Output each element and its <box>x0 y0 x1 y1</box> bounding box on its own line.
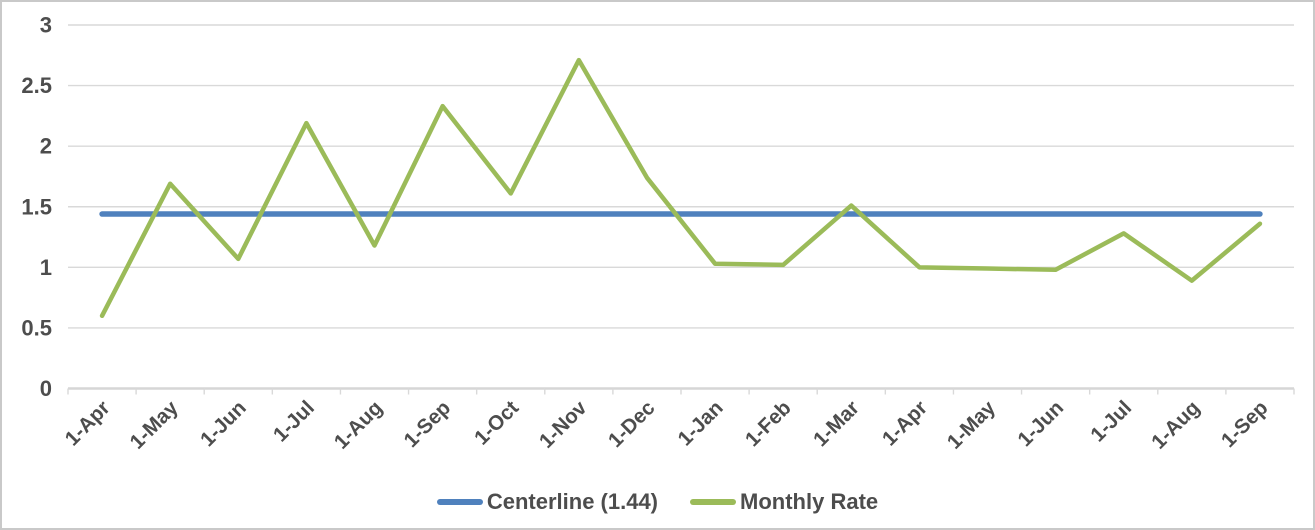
legend-item-monthly-rate: Monthly Rate <box>690 489 878 515</box>
y-tick-label: 0 <box>40 376 52 401</box>
x-tick-label: 1-Dec <box>604 396 660 452</box>
x-tick-label: 1-Jan <box>673 396 727 450</box>
monthly-rate-line <box>99 57 1263 319</box>
x-tick-label: 1-Sep <box>1217 396 1273 452</box>
monthly-rate-series <box>99 57 1263 319</box>
x-tick-label: 1-Oct <box>470 396 523 449</box>
x-tick-label: 1-Mar <box>809 396 864 451</box>
x-tick-label: 1-Jul <box>1086 396 1136 446</box>
y-tick-label: 1 <box>40 255 52 280</box>
x-tick-label: 1-Aug <box>1147 396 1204 453</box>
x-tick-label: 1-Aug <box>330 396 387 453</box>
x-tick-label: 1-Feb <box>741 396 796 451</box>
y-tick-label: 2 <box>40 134 52 159</box>
gridlines <box>68 24 1294 329</box>
y-tick-label: 1.5 <box>21 194 52 219</box>
y-tick-label: 2.5 <box>21 73 52 98</box>
x-tick-label: 1-Jul <box>269 396 319 446</box>
x-tick-label: 1-Jun <box>1013 396 1068 451</box>
x-axis-labels: 1-Apr 1-May 1-Jun 1-Jul 1-Aug 1-Sep 1-Oct 1-Nov… <box>60 396 1272 454</box>
monthly-rate-swatch <box>690 499 737 505</box>
chart-legend: Centerline (1.44) Monthly Rate <box>2 489 1313 515</box>
x-tick-label: 1-May <box>943 396 1001 454</box>
centerline-label: Centerline (1.44) <box>486 489 659 514</box>
centerline-swatch <box>436 499 483 505</box>
legend-item-centerline: Centerline (1.44) <box>436 489 659 515</box>
y-tick-label: 0.5 <box>21 315 52 340</box>
x-tick-label: 1-Apr <box>878 396 932 450</box>
monthly-rate-label: Monthly Rate <box>740 489 879 514</box>
x-tick-label: 1-Apr <box>60 396 114 450</box>
x-axis-ticks <box>67 388 1295 395</box>
x-tick-label: 1-Jun <box>196 396 251 451</box>
x-tick-label: 1-May <box>125 396 183 454</box>
y-tick-label: 3 <box>40 13 52 38</box>
y-axis-labels: 0 0.5 1 1.5 2 2.5 3 <box>21 13 52 402</box>
x-tick-label: 1-Nov <box>535 396 592 453</box>
x-tick-label: 1-Sep <box>399 396 455 452</box>
